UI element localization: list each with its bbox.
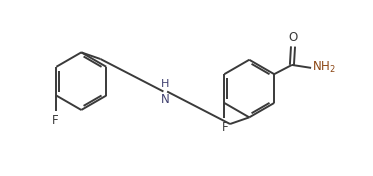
Text: F: F: [222, 121, 228, 134]
Text: F: F: [51, 114, 58, 127]
Text: NH$_2$: NH$_2$: [312, 60, 336, 75]
Text: O: O: [288, 31, 298, 44]
Text: H: H: [161, 79, 169, 89]
Text: N: N: [161, 93, 170, 106]
